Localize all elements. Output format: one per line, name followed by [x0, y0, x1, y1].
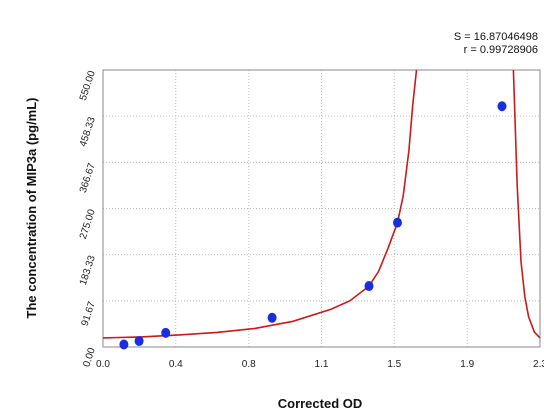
- x-tick-label: 0.8: [242, 359, 256, 370]
- stat-s: S = 16.87046498: [454, 31, 538, 43]
- x-tick-label: 2.3: [533, 359, 544, 370]
- data-point: [134, 335, 144, 346]
- x-axis-label: Corrected OD: [278, 396, 363, 411]
- y-axis-label: The concentration of MIP3a (pg/mL): [24, 97, 39, 318]
- fit-curves: [102, 69, 541, 339]
- data-points: [119, 101, 507, 350]
- plot-frame: [102, 69, 541, 348]
- data-point: [267, 312, 277, 323]
- fit-curve-1: [102, 69, 418, 339]
- data-point: [364, 281, 374, 292]
- x-tick-labels: 0.0 0.4 0.8 1.1 1.5 1.9 2.3: [96, 359, 544, 370]
- x-tick-label: 1.5: [387, 359, 401, 370]
- stat-r: r = 0.99728906: [464, 44, 538, 56]
- x-tick-label: 0.4: [169, 359, 183, 370]
- data-point: [119, 339, 129, 350]
- fit-curve-2: [512, 69, 541, 339]
- x-tick-label: 1.9: [460, 359, 474, 370]
- data-point: [497, 101, 507, 112]
- data-point: [161, 327, 171, 338]
- data-point: [393, 217, 402, 228]
- x-tick-label: 0.0: [96, 359, 110, 370]
- x-tick-label: 1.1: [315, 359, 329, 370]
